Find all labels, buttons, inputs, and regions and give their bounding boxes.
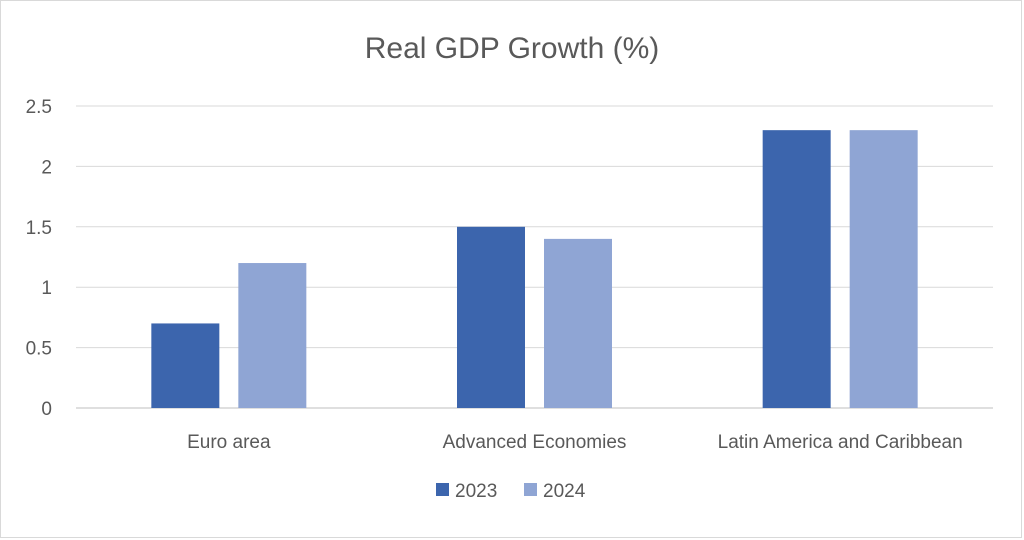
x-axis-categories: Euro area Advanced Economies Latin America…: [187, 432, 963, 453]
legend-label: 2023: [455, 481, 497, 502]
x-category-label: Advanced Economies: [443, 432, 627, 453]
y-axis-ticks: 0 0.5 1 1.5 2 2.5: [26, 97, 52, 420]
bar-2023-euro-area: [151, 323, 220, 408]
x-category-label: Latin America and Caribbean: [718, 432, 963, 453]
y-tick-label: 1.5: [26, 218, 52, 239]
bars: [151, 130, 918, 408]
legend: 2023 2024: [436, 481, 586, 502]
y-tick-label: 2: [41, 157, 52, 178]
bar-2024-latin-america-and-caribbean: [849, 130, 918, 408]
bar-2023-latin-america-and-caribbean: [762, 130, 831, 408]
bar-2024-euro-area: [238, 263, 307, 408]
y-tick-label: 1: [41, 278, 52, 299]
legend-label: 2024: [543, 481, 586, 502]
bar-2023-advanced-economies: [457, 226, 525, 408]
legend-swatch-2024: [524, 483, 537, 496]
y-tick-label: 2.5: [26, 97, 52, 118]
bar-2024-advanced-economies: [544, 238, 612, 408]
chart-title: Real GDP Growth (%): [365, 32, 660, 65]
y-tick-label: 0.5: [26, 339, 52, 360]
y-tick-label: 0: [41, 399, 52, 420]
gridlines: [76, 105, 993, 409]
x-category-label: Euro area: [187, 432, 271, 453]
legend-swatch-2023: [436, 483, 449, 496]
